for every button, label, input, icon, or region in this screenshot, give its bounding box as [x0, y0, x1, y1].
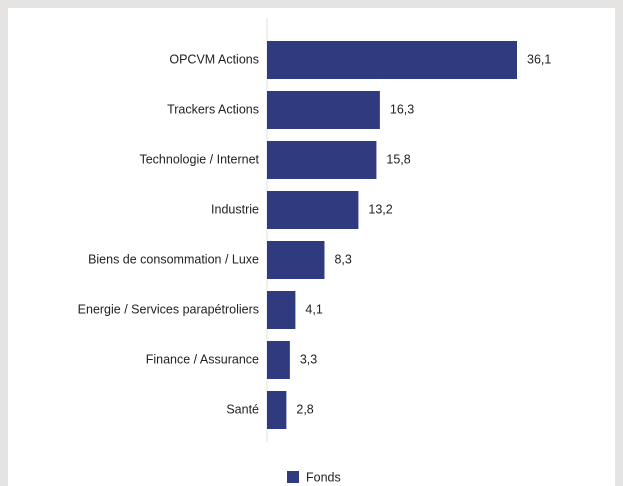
category-label: Biens de consommation / Luxe	[88, 252, 259, 266]
legend-label: Fonds	[306, 470, 341, 484]
category-label: Santé	[226, 402, 259, 416]
value-label: 3,3	[300, 352, 317, 366]
bar	[267, 41, 517, 79]
category-label: Finance / Assurance	[146, 352, 259, 366]
category-label: Energie / Services parapétroliers	[78, 302, 259, 316]
bar	[267, 291, 296, 329]
value-label: 13,2	[368, 202, 392, 216]
value-label: 4,1	[305, 302, 322, 316]
bar	[267, 141, 377, 179]
category-label: Industrie	[211, 202, 259, 216]
bar	[267, 241, 325, 279]
value-label: 8,3	[334, 252, 351, 266]
value-label: 15,8	[386, 152, 410, 166]
bar	[267, 341, 290, 379]
bar	[267, 91, 380, 129]
value-label: 2,8	[296, 402, 313, 416]
category-label: Technologie / Internet	[139, 152, 259, 166]
category-label: OPCVM Actions	[169, 52, 259, 66]
bar	[267, 391, 287, 429]
category-label: Trackers Actions	[167, 102, 259, 116]
legend-swatch	[287, 471, 299, 483]
bar	[267, 191, 359, 229]
value-label: 36,1	[527, 52, 551, 66]
value-label: 16,3	[390, 102, 414, 116]
